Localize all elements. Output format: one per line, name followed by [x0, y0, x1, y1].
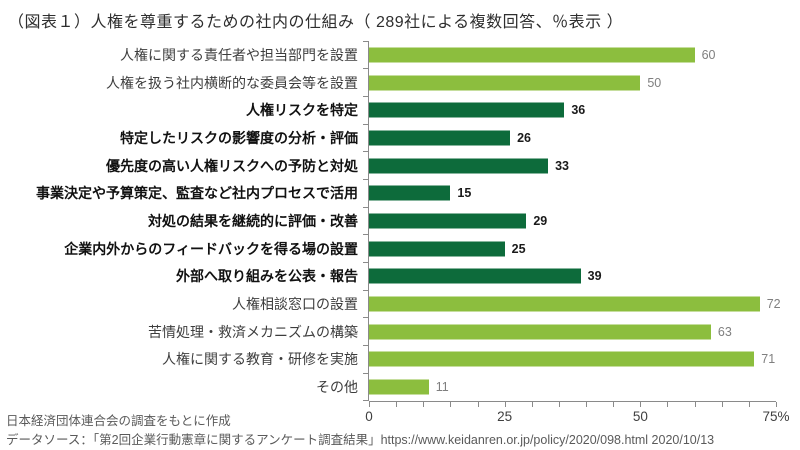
value-label: 63: [717, 324, 732, 339]
value-label: 25: [511, 241, 526, 256]
bar-track: 72: [363, 290, 781, 319]
source-line-2: データソース：「第2回企業行動憲章に関するアンケート調査結果」https://w…: [6, 432, 715, 447]
bar: [369, 130, 511, 146]
bar-chart: 人権に関する責任者や担当部門を設置 60 人権を扱う社内横断的な委員会等を設置 50 人…: [0, 41, 800, 428]
x-axis-tick: [477, 401, 479, 407]
category-label: 優先度の高い人権リスクへの予防と対処: [106, 157, 358, 174]
x-axis-tick: [369, 401, 370, 407]
bar-row: 外部へ取り組みを公表・報告 39: [10, 262, 776, 291]
x-axis-label: 75%: [762, 408, 790, 424]
value-label: 33: [555, 158, 569, 173]
x-axis-label: 50: [632, 408, 648, 424]
x-axis-tick: [504, 401, 506, 407]
x-axis-tick: [423, 401, 425, 407]
bar: [369, 351, 755, 367]
value-label: 71: [761, 352, 776, 367]
chart-title: （図表１）人権を尊重するための社内の仕組み（ 289社による複数回答、％表示 ）: [8, 14, 624, 31]
category-label: その他: [316, 379, 358, 396]
category-label: 外部へ取り組みを公表・報告: [176, 268, 358, 285]
bar-track: 39: [363, 262, 776, 291]
bar-track: 15: [363, 179, 776, 208]
bar-track: 11: [363, 373, 776, 402]
bar-row: 人権に関する教育・研修を実施 71: [10, 345, 776, 374]
x-axis-tick: [776, 401, 777, 407]
bar: [369, 75, 641, 91]
value-label: 15: [457, 186, 472, 201]
x-axis-tick: [450, 401, 452, 407]
value-label: 29: [533, 213, 548, 228]
bar: [369, 158, 549, 174]
category-label: 事業決定や予算策定、監査など社内プロセスで活用: [36, 185, 358, 202]
bar-track: 29: [363, 207, 776, 235]
value-label: 60: [701, 47, 716, 62]
source-line-1: 日本経済団体連合会の調査をもとに作成: [6, 414, 231, 428]
category-label: 人権に関する責任者や担当部門を設置: [120, 46, 358, 63]
x-axis-tick: [586, 401, 588, 407]
x-axis-tick: [667, 401, 669, 407]
bar-track: 50: [363, 68, 776, 97]
category-label: 人権リスクを特定: [246, 102, 358, 119]
bar-track: 60: [363, 41, 776, 69]
x-axis-tick: [748, 401, 750, 407]
bar-row: 人権リスクを特定 36: [10, 96, 776, 125]
x-axis-tick: [613, 401, 615, 407]
bar: [369, 379, 429, 395]
x-axis-label: 0: [365, 408, 373, 424]
bar: [369, 324, 711, 340]
x-axis-tick: [721, 401, 723, 407]
bar-track: 36: [363, 96, 776, 125]
bar: [369, 185, 451, 201]
category-label: 企業内外からのフィードバックを得る場の設置: [64, 240, 358, 257]
bar: [369, 241, 505, 257]
value-label: 72: [766, 297, 781, 312]
value-label: 11: [435, 380, 449, 395]
bar-track: 25: [363, 234, 776, 263]
bar-rows: 人権に関する責任者や担当部門を設置 60 人権を扱う社内横断的な委員会等を設置 50 人…: [10, 41, 781, 402]
x-axis-tick: [640, 401, 642, 407]
bar-row: 事業決定や予算策定、監査など社内プロセスで活用 15: [10, 179, 776, 208]
value-label: 39: [587, 269, 602, 284]
x-axis-label: 25: [497, 408, 513, 424]
x-axis-tick: [531, 401, 533, 407]
bar-row: 企業内外からのフィードバックを得る場の設置 25: [10, 234, 776, 263]
category-label: 人権相談窓口の設置: [232, 296, 358, 313]
bar: [369, 296, 760, 312]
bar-track: 71: [363, 345, 776, 374]
value-label: 26: [517, 130, 531, 145]
x-axis: 0 25 50 75%: [365, 400, 790, 428]
bar-track: 33: [363, 151, 776, 180]
value-label: 50: [647, 75, 662, 90]
bar-row: 対処の結果を継続的に評価・改善 29: [10, 207, 776, 235]
bar-track: 63: [363, 317, 776, 346]
category-label: 特定したリスクの影響度の分析・評価: [120, 129, 358, 146]
value-label: 36: [571, 103, 586, 118]
bar-row: 人権を扱う社内横断的な委員会等を設置 50: [10, 68, 776, 97]
bar-row: 苦情処理・救済メカニズムの構築 63: [10, 317, 776, 346]
bar: [369, 268, 581, 284]
bar-row: 優先度の高い人権リスクへの予防と対処 33: [10, 151, 776, 180]
bar-row: 特定したリスクの影響度の分析・評価 26: [10, 124, 776, 152]
x-axis-tick: [558, 401, 560, 407]
source-note: 日本経済団体連合会の調査をもとに作成 データソース：「第2回企業行動憲章に関する…: [6, 412, 800, 450]
x-axis-tick: [694, 401, 696, 407]
bar: [369, 47, 695, 63]
bar: [369, 213, 527, 229]
bar-row: 人権に関する責任者や担当部門を設置 60: [10, 41, 776, 69]
bar-track: 26: [363, 124, 776, 152]
bar-row: その他 11: [10, 373, 776, 402]
bar-row: 人権相談窓口の設置 72: [10, 290, 781, 319]
bar: [369, 102, 565, 118]
category-label: 人権を扱う社内横断的な委員会等を設置: [106, 74, 358, 91]
category-label: 人権に関する教育・研修を実施: [162, 351, 358, 368]
category-label: 対処の結果を継続的に評価・改善: [148, 212, 358, 229]
x-axis-tick: [396, 401, 398, 407]
category-label: 苦情処理・救済メカニズムの構築: [148, 323, 358, 340]
